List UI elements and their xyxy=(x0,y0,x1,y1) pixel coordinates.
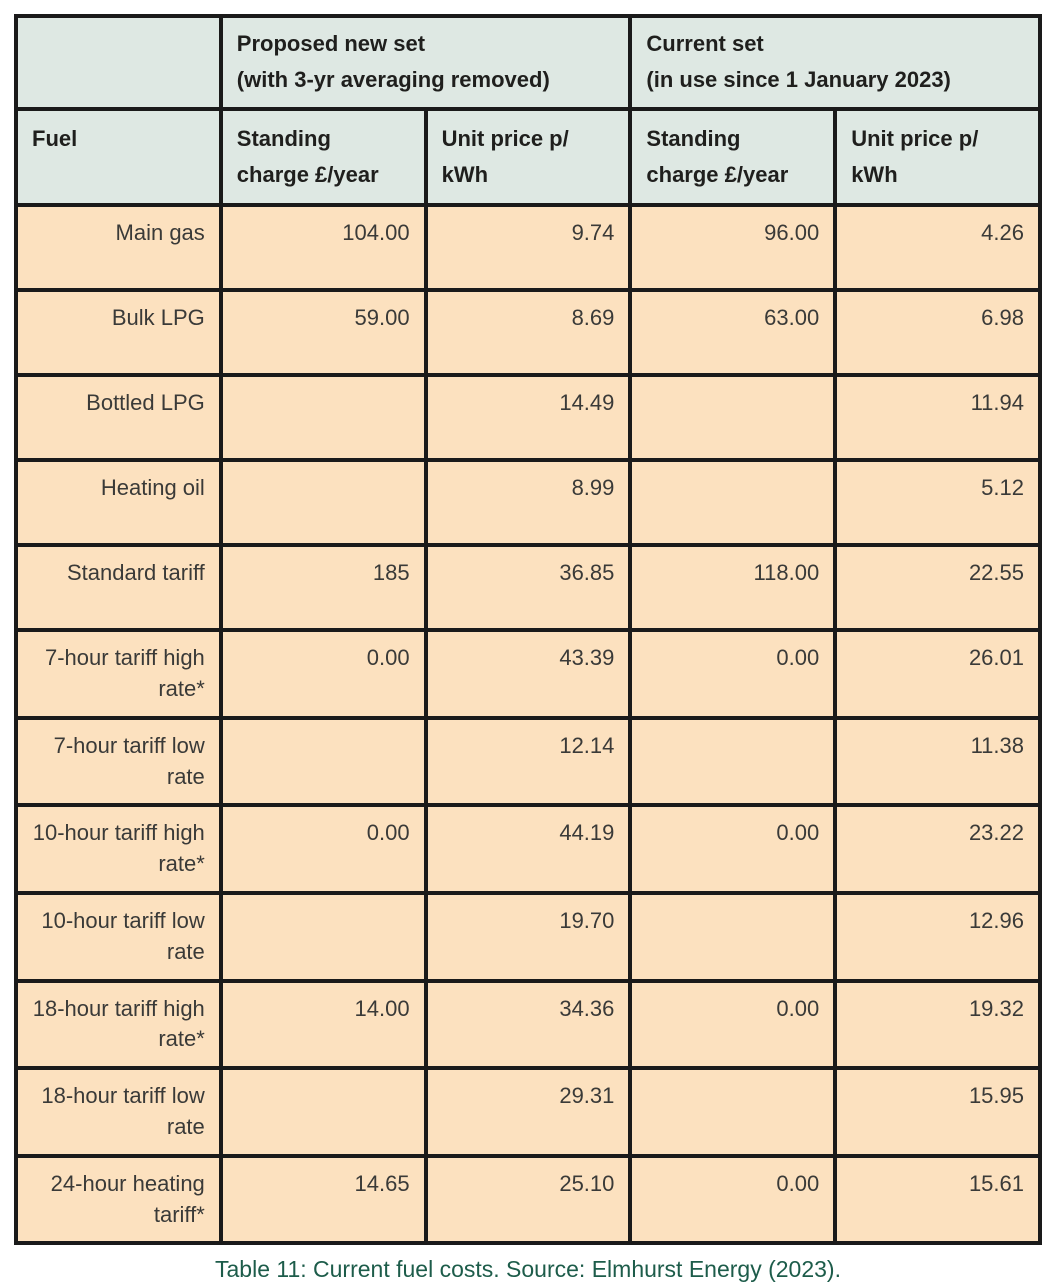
column-header-standing-new: Standing charge £/year xyxy=(218,106,428,208)
fuel-cell: Standard tariff xyxy=(14,543,223,633)
unit-new-cell: 9.74 xyxy=(423,203,633,293)
standing-current-cell: 63.00 xyxy=(628,288,838,378)
fuel-cell: Bulk LPG xyxy=(14,288,223,378)
unit-current-cell: 26.01 xyxy=(833,628,1042,720)
table-row: 18-hour tariff low rate 29.31 15.95 xyxy=(14,1066,1042,1158)
table-row: 7-hour tariff high rate* 0.00 43.39 0.00… xyxy=(14,628,1042,720)
table-row: 7-hour tariff low rate 12.14 11.38 xyxy=(14,715,1042,808)
column-header-unit-current: Unit price p/ kWh xyxy=(833,106,1042,208)
unit-new-cell: 34.36 xyxy=(423,978,633,1071)
column-header-row: Fuel Standing charge £/year Unit price p… xyxy=(14,106,1042,208)
standing-new-cell: 0.00 xyxy=(218,628,428,720)
unit-new-cell: 12.14 xyxy=(423,715,633,808)
fuel-cell: 24-hour heating tariff* xyxy=(14,1153,223,1246)
fuel-cell: 10-hour tariff low rate xyxy=(14,890,223,983)
group-header-proposed: Proposed new set (with 3-yr averaging re… xyxy=(218,14,633,111)
table-row: 18-hour tariff high rate* 14.00 34.36 0.… xyxy=(14,978,1042,1071)
unit-new-cell: 43.39 xyxy=(423,628,633,720)
unit-new-cell: 25.10 xyxy=(423,1153,633,1246)
standing-current-cell xyxy=(628,715,838,808)
standing-new-cell: 14.65 xyxy=(218,1153,428,1246)
unit-current-cell: 15.61 xyxy=(833,1153,1042,1246)
group-header-proposed-line2: (with 3-yr averaging removed) xyxy=(236,67,550,93)
standing-new-cell: 59.00 xyxy=(218,288,428,378)
standing-new-cell: 14.00 xyxy=(218,978,428,1071)
unit-new-cell: 29.31 xyxy=(423,1066,633,1158)
standing-new-cell: 0.00 xyxy=(218,803,428,895)
standing-current-cell: 96.00 xyxy=(628,203,838,293)
table-row: 10-hour tariff high rate* 0.00 44.19 0.0… xyxy=(14,803,1042,895)
unit-new-cell: 14.49 xyxy=(423,373,633,463)
unit-current-cell: 11.38 xyxy=(833,715,1042,808)
unit-current-cell: 19.32 xyxy=(833,978,1042,1071)
standing-current-cell xyxy=(628,890,838,983)
standing-new-cell xyxy=(218,890,428,983)
unit-current-cell: 5.12 xyxy=(833,458,1042,548)
unit-new-cell: 8.99 xyxy=(423,458,633,548)
table-row: 10-hour tariff low rate 19.70 12.96 xyxy=(14,890,1042,983)
table-row: Heating oil 8.99 5.12 xyxy=(14,458,1042,548)
corner-cell xyxy=(14,14,223,111)
fuel-cell: Heating oil xyxy=(14,458,223,548)
fuel-cell: 18-hour tariff high rate* xyxy=(14,978,223,1071)
unit-current-cell: 6.98 xyxy=(833,288,1042,378)
group-header-current-line1: Current set xyxy=(646,31,764,56)
standing-current-cell: 0.00 xyxy=(628,628,838,720)
fuel-cell: 10-hour tariff high rate* xyxy=(14,803,223,895)
table-row: Bottled LPG 14.49 11.94 xyxy=(14,373,1042,463)
group-header-row: Proposed new set (with 3-yr averaging re… xyxy=(14,14,1042,111)
group-header-current-line2: (in use since 1 January 2023) xyxy=(646,67,951,93)
unit-current-cell: 23.22 xyxy=(833,803,1042,895)
standing-new-cell xyxy=(218,715,428,808)
unit-new-cell: 44.19 xyxy=(423,803,633,895)
table-row: Main gas 104.00 9.74 96.00 4.26 xyxy=(14,203,1042,293)
fuel-costs-table: Proposed new set (with 3-yr averaging re… xyxy=(14,14,1042,1246)
standing-current-cell: 0.00 xyxy=(628,803,838,895)
standing-current-cell xyxy=(628,1066,838,1158)
standing-current-cell xyxy=(628,373,838,463)
group-header-current: Current set (in use since 1 January 2023… xyxy=(628,14,1042,111)
unit-current-cell: 12.96 xyxy=(833,890,1042,983)
fuel-cell: Bottled LPG xyxy=(14,373,223,463)
column-header-standing-current: Standing charge £/year xyxy=(628,106,838,208)
standing-new-cell xyxy=(218,373,428,463)
unit-current-cell: 4.26 xyxy=(833,203,1042,293)
table-row: Standard tariff 185 36.85 118.00 22.55 xyxy=(14,543,1042,633)
standing-current-cell: 0.00 xyxy=(628,978,838,1071)
group-header-proposed-line1: Proposed new set xyxy=(236,31,426,56)
table-row: 24-hour heating tariff* 14.65 25.10 0.00… xyxy=(14,1153,1042,1246)
standing-new-cell xyxy=(218,458,428,548)
table-row: Bulk LPG 59.00 8.69 63.00 6.98 xyxy=(14,288,1042,378)
standing-current-cell xyxy=(628,458,838,548)
fuel-cell: Main gas xyxy=(14,203,223,293)
standing-current-cell: 0.00 xyxy=(628,1153,838,1246)
unit-current-cell: 22.55 xyxy=(833,543,1042,633)
standing-new-cell: 104.00 xyxy=(218,203,428,293)
column-header-fuel: Fuel xyxy=(14,106,223,208)
fuel-cell: 7-hour tariff low rate xyxy=(14,715,223,808)
unit-current-cell: 11.94 xyxy=(833,373,1042,463)
unit-new-cell: 8.69 xyxy=(423,288,633,378)
fuel-cell: 7-hour tariff high rate* xyxy=(14,628,223,720)
standing-new-cell: 185 xyxy=(218,543,428,633)
table-caption: Table 11: Current fuel costs. Source: El… xyxy=(215,1256,841,1283)
standing-new-cell xyxy=(218,1066,428,1158)
unit-new-cell: 19.70 xyxy=(423,890,633,983)
standing-current-cell: 118.00 xyxy=(628,543,838,633)
unit-current-cell: 15.95 xyxy=(833,1066,1042,1158)
fuel-cell: 18-hour tariff low rate xyxy=(14,1066,223,1158)
unit-new-cell: 36.85 xyxy=(423,543,633,633)
column-header-unit-new: Unit price p/ kWh xyxy=(423,106,633,208)
